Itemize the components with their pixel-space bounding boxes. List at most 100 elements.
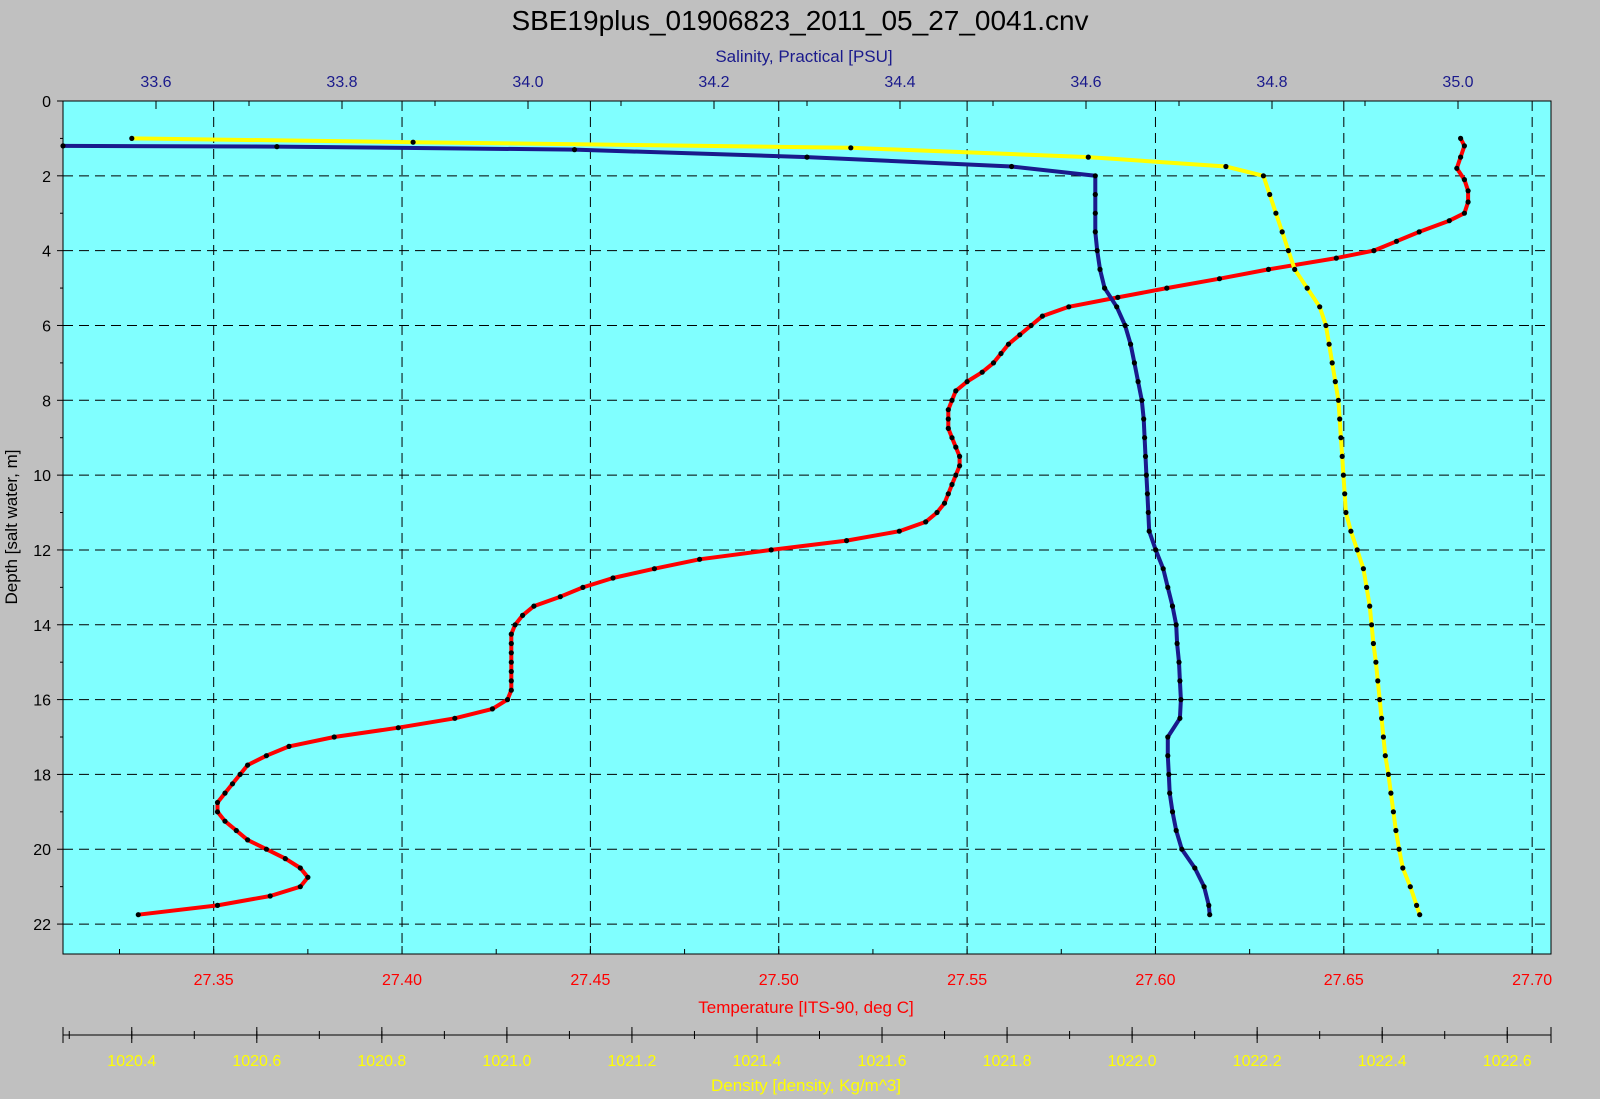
- temperature-data-point: [1461, 177, 1467, 183]
- density-data-point: [1340, 472, 1346, 478]
- salinity-data-point: [1094, 248, 1100, 254]
- density-tick-label: 1021.2: [607, 1053, 656, 1070]
- temperature-data-point: [489, 706, 495, 712]
- salinity-data-point: [1169, 809, 1176, 815]
- y-tick-label: 6: [42, 318, 51, 335]
- temperature-data-point: [957, 453, 963, 459]
- salinity-tick-label: 34.8: [1256, 74, 1287, 91]
- salinity-data-point: [1173, 827, 1179, 834]
- temperature-data-point: [1465, 199, 1471, 205]
- temperature-data-point: [245, 837, 251, 843]
- temperature-data-point: [263, 846, 269, 852]
- salinity-data-point: [1169, 603, 1176, 609]
- salinity-tick-label: 33.6: [140, 74, 171, 91]
- density-data-point: [1337, 416, 1343, 422]
- temperature-data-point: [237, 771, 243, 778]
- y-tick-label: 12: [33, 543, 51, 560]
- temperature-data-point: [1458, 135, 1464, 141]
- temperature-data-point: [934, 509, 940, 516]
- salinity-data-point: [1144, 491, 1150, 497]
- temperature-data-point: [135, 912, 141, 918]
- temperature-data-point: [452, 715, 458, 721]
- salinity-data-point: [1146, 528, 1152, 534]
- density-data-point: [410, 139, 416, 145]
- density-tick-label: 1021.0: [482, 1053, 531, 1070]
- chart-title: SBE19plus_01906823_2011_05_27_0041.cnv: [511, 5, 1088, 36]
- temperature-data-point: [964, 379, 970, 385]
- temperature-data-point: [1393, 238, 1400, 244]
- temperature-data-point: [508, 650, 514, 656]
- temperature-data-point: [297, 865, 303, 871]
- density-data-point: [1342, 491, 1348, 497]
- temperature-data-point: [953, 444, 959, 450]
- grid-layer: [63, 101, 1551, 954]
- density-data-point: [1279, 229, 1285, 235]
- temperature-data-point: [1028, 322, 1034, 329]
- density-data-point: [1364, 584, 1370, 591]
- plot-area: [62, 100, 1552, 955]
- density-data-point: [1348, 528, 1354, 534]
- density-tick-label: 1020.8: [357, 1053, 406, 1070]
- density-data-point: [1317, 304, 1323, 310]
- temperature-data-point: [222, 790, 228, 796]
- salinity-data-point: [1092, 191, 1098, 198]
- temperature-data-point: [945, 491, 951, 497]
- density-axis-label: Density [density, Kg/m^3]: [711, 1076, 901, 1095]
- salinity-data-point: [1097, 266, 1103, 272]
- density-data-point: [1329, 360, 1335, 366]
- temperature-data-point: [844, 538, 850, 544]
- temperature-data-point: [1164, 285, 1170, 291]
- density-tick-label: 1022.2: [1233, 1053, 1282, 1070]
- temperature-data-point: [245, 762, 251, 768]
- temperature-data-point: [233, 827, 239, 834]
- density-data-point: [1292, 266, 1298, 272]
- density-data-point: [1343, 509, 1349, 516]
- temperature-data-point: [508, 640, 514, 647]
- density-data-point: [1326, 341, 1332, 347]
- density-data-point: [1414, 902, 1420, 909]
- temperature-data-point: [508, 659, 514, 665]
- density-data-point: [1335, 397, 1341, 403]
- temperature-tick-label: 27.60: [1135, 972, 1175, 989]
- temperature-data-point: [941, 500, 948, 506]
- density-data-point: [129, 135, 135, 141]
- temperature-data-point: [580, 584, 586, 591]
- temperature-data-point: [214, 809, 221, 815]
- salinity-data-point: [1207, 912, 1213, 918]
- temperature-tick-label: 27.55: [947, 972, 987, 989]
- density-data-point: [1393, 827, 1399, 834]
- salinity-data-point: [1177, 715, 1183, 721]
- density-data-point: [1338, 435, 1344, 441]
- temperature-data-point: [1461, 143, 1467, 149]
- temperature-data-point: [1446, 218, 1452, 224]
- axes-layer: [57, 100, 1552, 1043]
- density-data-point: [1267, 191, 1273, 198]
- salinity-data-point: [1131, 360, 1137, 366]
- temperature-data-point: [768, 547, 774, 553]
- temperature-data-point: [214, 902, 221, 909]
- temperature-data-point: [305, 874, 311, 880]
- temperature-tick-label: 27.40: [382, 972, 422, 989]
- temperature-tick-label: 27.45: [570, 972, 610, 989]
- temperature-data-point: [610, 575, 616, 581]
- density-data-point: [1332, 379, 1338, 385]
- temperature-data-point: [1333, 255, 1339, 261]
- density-data-point: [1369, 622, 1375, 628]
- density-data-point: [1407, 884, 1413, 890]
- salinity-tick-label: 34.4: [884, 74, 915, 91]
- salinity-tick-label: 34.2: [698, 74, 729, 91]
- density-data-point: [1375, 678, 1381, 684]
- salinity-data-point: [1165, 584, 1171, 591]
- temperature-data-point: [697, 556, 703, 562]
- salinity-data-point: [1153, 547, 1159, 553]
- salinity-data-point: [1141, 416, 1147, 422]
- density-tick-label: 1021.6: [858, 1053, 907, 1070]
- density-tick-label: 1022.6: [1483, 1053, 1532, 1070]
- y-tick-label: 10: [33, 468, 51, 485]
- density-data-point: [1400, 865, 1406, 871]
- density-data-point: [1354, 547, 1360, 553]
- temperature-data-point: [957, 463, 963, 469]
- density-data-point: [1396, 846, 1402, 852]
- temperature-data-point: [512, 622, 518, 628]
- density-data-point: [1377, 697, 1383, 703]
